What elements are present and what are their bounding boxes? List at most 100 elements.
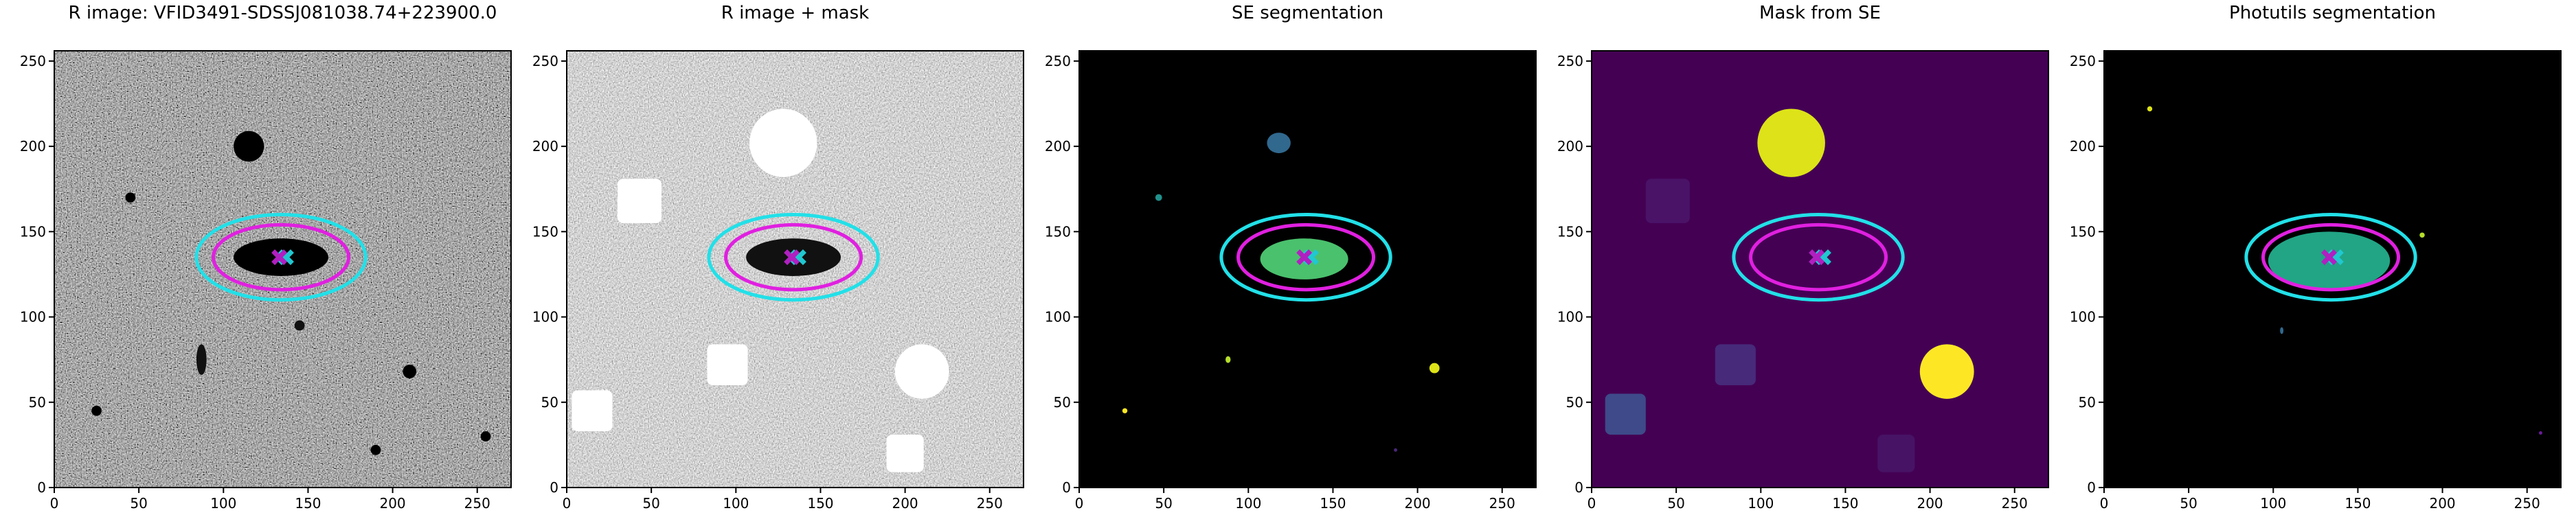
aperture-ellipse: [2244, 213, 2417, 302]
x-tick-label: 50: [1667, 495, 1684, 512]
x-tick-label: 250: [2002, 495, 2028, 512]
x-tick-label: 100: [2260, 495, 2286, 512]
mask-region: [1877, 434, 1915, 472]
y-tick-label: 200: [532, 138, 558, 154]
source-blob: [1122, 408, 1128, 413]
x-tick-label: 100: [210, 495, 236, 512]
x-tick-label: 200: [1404, 495, 1430, 512]
panel: 0 50 100 150 200 250 0 50 100 150 200 250 R image: V…: [20, 3, 512, 512]
center-marker: [1809, 249, 1825, 266]
image: [1592, 51, 2048, 488]
y-tick-label: 0: [550, 479, 558, 496]
aperture-ellipse: [194, 213, 368, 302]
x-tick-label: 150: [1832, 495, 1858, 512]
aperture-ellipse: [1236, 222, 1376, 292]
x-tick-label: 100: [1748, 495, 1774, 512]
center-marker: [1296, 249, 1313, 266]
image-background: [1592, 51, 2048, 488]
y-tick-label: 50: [1566, 394, 1583, 411]
axes-frame: [1078, 50, 1537, 488]
y-tick-label: 200: [1557, 138, 1583, 154]
x-tick-label: 200: [892, 495, 918, 512]
y-tick-label: 150: [2070, 223, 2096, 240]
y-tick-label: 250: [1045, 53, 1071, 69]
x-tick-label: 0: [1588, 495, 1596, 512]
mask-region: [749, 108, 817, 177]
source-blob: [1267, 133, 1291, 154]
source-blob: [2147, 106, 2153, 112]
source-blob: [2538, 431, 2542, 435]
y-tick-label: 0: [37, 479, 46, 496]
x-tick-label: 100: [1235, 495, 1261, 512]
source-blob: [1429, 363, 1440, 374]
x-tick-label: 150: [2345, 495, 2371, 512]
mask-region: [1715, 344, 1756, 385]
x-tick-label: 150: [1320, 495, 1346, 512]
x-tick-label: 200: [379, 495, 405, 512]
x-tick-label: 50: [1155, 495, 1172, 512]
aperture-ellipse: [1732, 213, 1905, 302]
x-tick-label: 100: [723, 495, 749, 512]
x-tick-label: 200: [1917, 495, 1943, 512]
aperture-ellipse: [1749, 222, 1888, 292]
x-tick-label: 250: [2514, 495, 2540, 512]
source-blob: [294, 320, 305, 331]
x-tick-label: 250: [1489, 495, 1515, 512]
image: [54, 51, 511, 488]
y-tick-label: 100: [532, 309, 558, 325]
y-tick-label: 50: [2079, 394, 2096, 411]
mask-region: [1645, 179, 1690, 223]
x-tick-label: 150: [807, 495, 833, 512]
axes-frame: [1591, 50, 2049, 488]
panel: 0 50 100 150 200 250 0 50 100 150 200 250 SE segment…: [1045, 3, 1537, 512]
panel-title: Photutils segmentation: [2229, 3, 2436, 23]
x-tick-label: 50: [130, 495, 147, 512]
image: [567, 51, 1024, 488]
x-tick-label: 0: [2100, 495, 2109, 512]
panel-title: R image: VFID3491-SDSSJ081038.74+223900.…: [69, 3, 497, 23]
panel: 0 50 100 150 200 250 0 50 100 150 200 250 Photutils …: [2070, 3, 2562, 512]
y-tick-label: 100: [20, 309, 46, 325]
y-tick-label: 250: [2070, 53, 2096, 69]
mask-region: [707, 344, 748, 385]
source-blob: [2280, 327, 2284, 334]
y-tick-label: 150: [1557, 223, 1583, 240]
source-blob: [403, 365, 417, 378]
panel-title: SE segmentation: [1232, 3, 1383, 23]
panel-title: Mask from SE: [1759, 3, 1881, 23]
y-tick-label: 0: [1574, 479, 1583, 496]
y-tick-label: 0: [1062, 479, 1071, 496]
y-tick-label: 150: [1045, 223, 1071, 240]
y-tick-label: 150: [20, 223, 46, 240]
center-marker: [784, 249, 800, 266]
aperture-ellipse: [724, 222, 863, 292]
x-tick-label: 250: [464, 495, 490, 512]
mask-region: [572, 390, 613, 432]
source-blob: [2287, 33, 2294, 38]
mask-region: [894, 344, 949, 399]
source-blob: [370, 444, 381, 455]
y-tick-label: 0: [2087, 479, 2096, 496]
center-marker: [271, 249, 288, 266]
source-blob: [125, 192, 136, 203]
aperture-ellipse: [707, 213, 880, 302]
y-tick-label: 250: [532, 53, 558, 69]
y-tick-label: 250: [20, 53, 46, 69]
y-tick-label: 100: [1045, 309, 1071, 325]
image: [1079, 51, 1536, 488]
aperture-ellipse: [2261, 222, 2401, 292]
axes-frame: [566, 50, 1024, 488]
source-blob: [1225, 356, 1231, 363]
aperture-ellipse: [212, 222, 351, 292]
mask-region: [1757, 108, 1825, 177]
y-tick-label: 250: [1557, 53, 1583, 69]
x-tick-label: 50: [642, 495, 659, 512]
source-blob: [196, 344, 207, 376]
y-tick-label: 50: [1054, 394, 1071, 411]
y-tick-label: 100: [2070, 309, 2096, 325]
source-blob: [1394, 448, 1398, 452]
y-tick-label: 200: [20, 138, 46, 154]
x-tick-label: 200: [2429, 495, 2455, 512]
